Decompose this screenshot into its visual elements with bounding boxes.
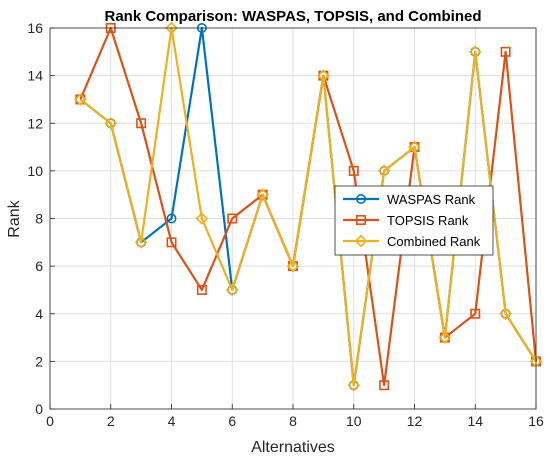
- legend-marker: [354, 234, 368, 248]
- data-point: [468, 45, 482, 59]
- y-tick-label: 12: [27, 115, 43, 131]
- x-tick-label: 10: [346, 413, 362, 429]
- y-tick-label: 8: [35, 211, 43, 227]
- data-point: [74, 93, 87, 106]
- data-point: [317, 69, 330, 82]
- data-point: [166, 213, 177, 224]
- data-point: [408, 140, 421, 154]
- x-tick-label: 4: [168, 413, 176, 429]
- y-tick-label: 10: [27, 163, 43, 179]
- data-point: [348, 165, 359, 176]
- x-tick-label: 2: [107, 413, 115, 429]
- data-point: [225, 283, 239, 297]
- x-tick-label: 8: [289, 413, 297, 429]
- data-point: [500, 46, 511, 57]
- legend: WASPAS Rank TOPSIS Rank Combined Rank: [334, 185, 494, 256]
- data-point: [165, 21, 178, 35]
- y-axis-title: Rank: [6, 199, 23, 237]
- legend-label: WASPAS Rank: [387, 192, 476, 207]
- x-tick-label: 16: [528, 413, 544, 429]
- data-point: [347, 378, 361, 392]
- data-point: [134, 235, 148, 249]
- data-point: [166, 237, 177, 248]
- data-point: [499, 307, 512, 321]
- data-point: [286, 259, 300, 273]
- data-point: [104, 116, 118, 130]
- legend-label: Combined Rank: [387, 234, 481, 249]
- legend-item: Combined Rank: [343, 234, 481, 249]
- data-point: [377, 164, 391, 178]
- y-tick-label: 16: [27, 20, 43, 36]
- x-tick-label: 0: [46, 413, 54, 429]
- data-point: [136, 118, 147, 129]
- x-tick-label: 6: [228, 413, 236, 429]
- legend-item: TOPSIS Rank: [343, 213, 469, 228]
- tick-labels: 0 2 4 6 8 10 12 14 16 0 2 4 6 8 10 12 14 16: [27, 20, 544, 429]
- data-point: [196, 284, 207, 295]
- data-point: [195, 212, 209, 225]
- legend-label: TOPSIS Rank: [387, 213, 469, 228]
- data-point: [379, 380, 390, 391]
- legend-item: WASPAS Rank: [343, 192, 476, 207]
- x-axis-title: Alternatives: [251, 439, 335, 456]
- data-point: [227, 213, 238, 224]
- y-tick-label: 0: [35, 401, 43, 417]
- data-point: [438, 331, 452, 344]
- x-tick-label: 12: [407, 413, 423, 429]
- chart-title: Rank Comparison: WASPAS, TOPSIS, and Com…: [105, 8, 482, 25]
- legend-marker: [355, 194, 366, 205]
- y-tick-label: 14: [27, 68, 43, 84]
- x-tick-label: 14: [467, 413, 483, 429]
- data-point: [256, 188, 269, 202]
- legend-marker: [355, 215, 366, 226]
- data-point: [470, 308, 481, 319]
- y-tick-label: 2: [35, 353, 43, 369]
- y-tick-label: 6: [35, 258, 43, 274]
- y-tick-label: 4: [35, 306, 43, 322]
